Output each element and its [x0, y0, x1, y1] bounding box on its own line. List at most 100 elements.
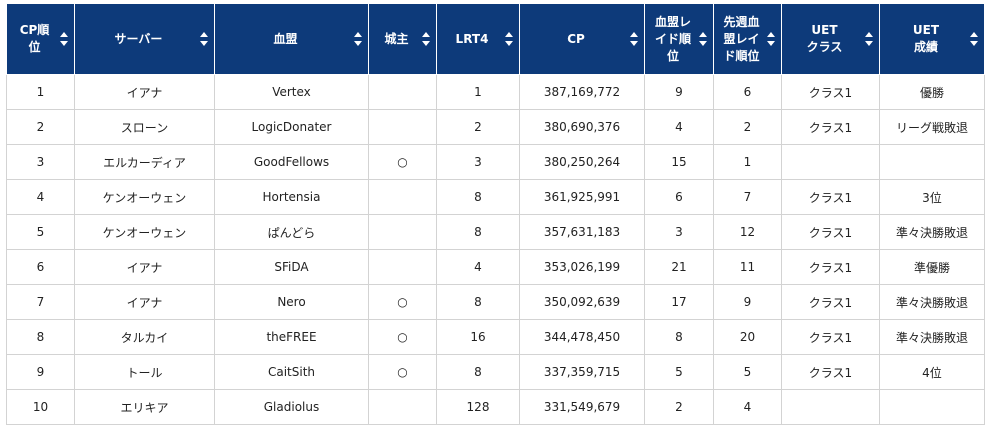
column-header-label: UET 成績 — [912, 23, 940, 54]
cell-clan-raid-rank: 8 — [644, 319, 714, 355]
cell-last-week-raid-rank: 6 — [713, 74, 782, 110]
cell-cp-rank: 10 — [6, 389, 75, 425]
sort-icon[interactable] — [699, 32, 707, 46]
cell-server: エルカーディア — [74, 144, 215, 180]
cell-uet-class: クラス1 — [781, 284, 880, 320]
cell-server: ケンオーウェン — [74, 179, 215, 215]
cell-cp-rank: 5 — [6, 214, 75, 250]
column-header-label: LRT4 — [455, 31, 489, 46]
cell-lrt4: 3 — [436, 144, 520, 180]
column-header-label: UET クラス — [806, 23, 843, 54]
column-header-cp-rank[interactable]: CP順 位 — [6, 3, 75, 75]
column-header-last-week-raid-rank[interactable]: 先週血 盟レイ ド順位 — [713, 3, 782, 75]
cell-lrt4: 2 — [436, 109, 520, 145]
ranking-table-container: CP順 位 サーバー 血盟 城主 LRT4 CP 血盟レ イド順 位 先週血 盟… — [6, 3, 985, 425]
cell-clan-raid-rank: 2 — [644, 389, 714, 425]
ranking-table: CP順 位 サーバー 血盟 城主 LRT4 CP 血盟レ イド順 位 先週血 盟… — [6, 3, 985, 425]
cell-lrt4: 128 — [436, 389, 520, 425]
table-row: 9 トール CaitSith ○ 8 337,359,715 5 5 クラス1 4位 — [6, 354, 985, 390]
cell-cp: 361,925,991 — [519, 179, 645, 215]
column-header-server[interactable]: サーバー — [74, 3, 215, 75]
column-header-cp[interactable]: CP — [519, 3, 645, 75]
cell-server: イアナ — [74, 249, 215, 285]
sort-icon[interactable] — [970, 32, 978, 46]
table-row: 2 スローン LogicDonater 2 380,690,376 4 2 クラス1 リーグ戦敗… — [6, 109, 985, 145]
cell-last-week-raid-rank: 5 — [713, 354, 782, 390]
cell-cp: 380,250,264 — [519, 144, 645, 180]
cell-uet-result: 3位 — [879, 179, 985, 215]
cell-clan: ぱんどら — [214, 214, 369, 250]
column-header-label: 血盟レ イド順 位 — [654, 14, 691, 63]
cell-castle-owner: ○ — [368, 144, 437, 180]
sort-icon[interactable] — [767, 32, 775, 46]
cell-castle-owner: ○ — [368, 319, 437, 355]
cell-cp: 353,026,199 — [519, 249, 645, 285]
cell-cp-rank: 6 — [6, 249, 75, 285]
cell-clan-raid-rank: 9 — [644, 74, 714, 110]
cell-clan: theFREE — [214, 319, 369, 355]
cell-uet-class: クラス1 — [781, 179, 880, 215]
table-body: 1 イアナ Vertex 1 387,169,772 9 6 クラス1 優勝 2 スローン Logic… — [6, 74, 985, 425]
cell-server: スローン — [74, 109, 215, 145]
column-header-uet-result[interactable]: UET 成績 — [879, 3, 985, 75]
cell-cp-rank: 9 — [6, 354, 75, 390]
cell-uet-class: クラス1 — [781, 109, 880, 145]
column-header-label: 城主 — [384, 31, 409, 46]
cell-uet-class: クラス1 — [781, 319, 880, 355]
table-row: 4 ケンオーウェン Hortensia 8 361,925,991 6 7 クラス1 3位 — [6, 179, 985, 215]
column-header-label: 先週血 盟レイ ド順位 — [723, 14, 760, 63]
sort-icon[interactable] — [422, 32, 430, 46]
cell-uet-class: クラス1 — [781, 214, 880, 250]
cell-clan: Vertex — [214, 74, 369, 110]
cell-clan: LogicDonater — [214, 109, 369, 145]
cell-castle-owner — [368, 179, 437, 215]
cell-uet-result — [879, 389, 985, 425]
cell-uet-result: 準々決勝敗退 — [879, 214, 985, 250]
cell-server: エリキア — [74, 389, 215, 425]
cell-uet-result: 4位 — [879, 354, 985, 390]
cell-clan-raid-rank: 5 — [644, 354, 714, 390]
cell-clan-raid-rank: 6 — [644, 179, 714, 215]
column-header-lrt4[interactable]: LRT4 — [436, 3, 520, 75]
sort-icon[interactable] — [505, 32, 513, 46]
cell-clan: Gladiolus — [214, 389, 369, 425]
column-header-label: CP順 位 — [19, 23, 50, 54]
cell-castle-owner: ○ — [368, 354, 437, 390]
cell-uet-class: クラス1 — [781, 354, 880, 390]
cell-server: タルカイ — [74, 319, 215, 355]
sort-icon[interactable] — [200, 32, 208, 46]
cell-cp: 337,359,715 — [519, 354, 645, 390]
cell-last-week-raid-rank: 12 — [713, 214, 782, 250]
table-row: 8 タルカイ theFREE ○ 16 344,478,450 8 20 クラス1 準々決勝敗退 — [6, 319, 985, 355]
cell-castle-owner — [368, 249, 437, 285]
cell-clan-raid-rank: 15 — [644, 144, 714, 180]
cell-lrt4: 16 — [436, 319, 520, 355]
cell-clan: SFiDA — [214, 249, 369, 285]
cell-server: イアナ — [74, 74, 215, 110]
cell-cp-rank: 7 — [6, 284, 75, 320]
sort-icon[interactable] — [60, 32, 68, 46]
sort-icon[interactable] — [865, 32, 873, 46]
column-header-clan[interactable]: 血盟 — [214, 3, 369, 75]
cell-server: イアナ — [74, 284, 215, 320]
cell-cp: 331,549,679 — [519, 389, 645, 425]
column-header-clan-raid-rank[interactable]: 血盟レ イド順 位 — [644, 3, 714, 75]
cell-lrt4: 8 — [436, 214, 520, 250]
cell-uet-class — [781, 389, 880, 425]
cell-uet-result — [879, 144, 985, 180]
cell-clan: CaitSith — [214, 354, 369, 390]
column-header-castle-owner[interactable]: 城主 — [368, 3, 437, 75]
column-header-uet-class[interactable]: UET クラス — [781, 3, 880, 75]
cell-cp-rank: 4 — [6, 179, 75, 215]
cell-clan-raid-rank: 21 — [644, 249, 714, 285]
table-row: 7 イアナ Nero ○ 8 350,092,639 17 9 クラス1 準々決勝敗退 — [6, 284, 985, 320]
cell-uet-result: リーグ戦敗退 — [879, 109, 985, 145]
cell-server: トール — [74, 354, 215, 390]
cell-clan-raid-rank: 3 — [644, 214, 714, 250]
cell-uet-class — [781, 144, 880, 180]
sort-icon[interactable] — [354, 32, 362, 46]
cell-clan: GoodFellows — [214, 144, 369, 180]
sort-icon[interactable] — [630, 32, 638, 46]
cell-lrt4: 8 — [436, 179, 520, 215]
cell-last-week-raid-rank: 4 — [713, 389, 782, 425]
